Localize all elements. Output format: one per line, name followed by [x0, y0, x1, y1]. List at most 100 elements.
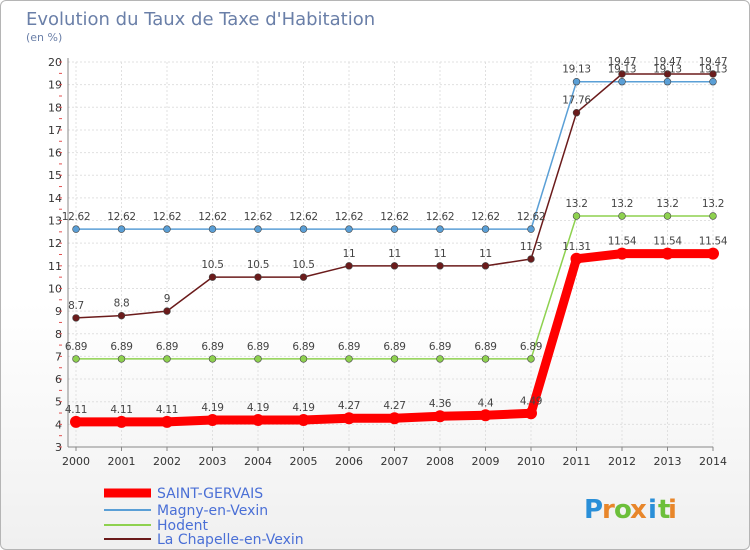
- data-point: [479, 409, 492, 422]
- data-label: 19.13: [699, 64, 728, 76]
- chart-title: Evolution du Taux de Taxe d'Habitation: [26, 9, 375, 30]
- data-point: [481, 355, 490, 363]
- logo-letter: o: [614, 495, 632, 525]
- data-label: 19.13: [562, 64, 591, 76]
- y-tick-label: 19: [48, 79, 62, 92]
- data-point: [663, 78, 672, 86]
- data-label: 6.89: [201, 341, 223, 353]
- data-label: 8.7: [68, 300, 84, 312]
- data-point: [299, 225, 308, 233]
- data-point: [254, 225, 262, 233]
- data-label: 11: [343, 248, 356, 260]
- data-point: [572, 109, 581, 117]
- data-label: 11.3: [520, 241, 542, 253]
- data-label: 13.2: [611, 198, 633, 210]
- logo-letter: P: [584, 495, 603, 525]
- data-label: 19.47: [699, 56, 728, 68]
- data-label: 13.2: [702, 198, 724, 210]
- chart-subtitle: (en %): [26, 31, 62, 44]
- data-label: 12.62: [198, 211, 227, 223]
- data-label: 11: [388, 248, 401, 260]
- data-label: 19.47: [608, 56, 637, 68]
- data-point: [163, 307, 171, 315]
- data-point: [163, 225, 171, 233]
- data-label: 10.5: [201, 259, 223, 271]
- data-label: 11.54: [608, 236, 637, 248]
- data-label: 11.31: [562, 241, 591, 253]
- data-point: [117, 311, 126, 320]
- data-label: 12.62: [471, 211, 500, 223]
- data-label: 6.89: [429, 341, 451, 353]
- data-label: 4.27: [338, 400, 360, 412]
- series-group: [70, 70, 719, 428]
- data-point: [254, 273, 262, 281]
- data-label: 6.89: [156, 341, 178, 353]
- data-point: [252, 414, 264, 427]
- data-point: [388, 412, 401, 425]
- data-label: 4.19: [247, 402, 269, 414]
- data-point: [709, 78, 717, 86]
- data-label: 6.89: [474, 341, 496, 353]
- logo-letter: i: [668, 495, 677, 525]
- data-label: 4.36: [429, 398, 452, 410]
- data-point: [206, 414, 219, 427]
- x-tick-label: 2013: [654, 455, 682, 468]
- data-point: [527, 355, 535, 363]
- data-point: [343, 412, 355, 425]
- data-label: 12.62: [517, 211, 546, 223]
- data-point: [72, 355, 80, 363]
- data-label: 9: [164, 293, 170, 305]
- y-tick-label: 12: [48, 237, 62, 250]
- data-point: [709, 212, 717, 220]
- data-label: 6.89: [520, 341, 542, 353]
- y-tick-label: 6: [55, 373, 62, 386]
- data-point: [163, 355, 171, 363]
- y-tick-label: 7: [55, 350, 62, 363]
- data-point: [117, 355, 126, 363]
- y-tick-label: 9: [55, 305, 62, 318]
- y-tick-label: 15: [48, 169, 62, 182]
- x-tick-label: 2010: [517, 455, 545, 468]
- data-label: 13.2: [565, 198, 587, 210]
- data-point: [390, 355, 399, 363]
- data-label: 6.89: [247, 341, 269, 353]
- data-point: [208, 355, 217, 363]
- logo-letter: r: [602, 495, 615, 525]
- data-label: 11: [434, 248, 447, 260]
- legend-label: SAINT-GERVAIS: [157, 486, 263, 502]
- x-tick-label: 2004: [244, 455, 272, 468]
- x-tick-label: 2002: [153, 455, 181, 468]
- logo-letter: i: [648, 495, 657, 525]
- y-tick-label: 16: [48, 147, 62, 160]
- y-tick-label: 10: [48, 282, 62, 295]
- data-point: [434, 410, 446, 423]
- data-point: [297, 414, 310, 427]
- data-point: [115, 415, 128, 428]
- data-label: 6.89: [292, 341, 314, 353]
- data-point: [345, 225, 353, 233]
- data-label: 12.62: [426, 211, 455, 223]
- data-point: [707, 247, 719, 260]
- axes: 3 4 5 6 7 8 9 10 11 12 13 14 15 16 17 18 19 20 2000 2001 200…: [48, 56, 727, 468]
- data-label: 12.62: [62, 211, 91, 223]
- data-label: 13.2: [656, 198, 678, 210]
- data-point: [299, 273, 308, 281]
- data-label: 4.19: [292, 402, 314, 414]
- data-label: 6.89: [110, 341, 132, 353]
- y-tick-label: 14: [48, 192, 62, 205]
- data-label: 4.11: [65, 404, 87, 416]
- logo-letter: x: [630, 495, 647, 525]
- data-label: 19.13: [608, 64, 637, 76]
- data-label: 12.62: [107, 211, 136, 223]
- data-point: [345, 355, 353, 363]
- data-point: [661, 247, 674, 260]
- x-tick-label: 2008: [426, 455, 454, 468]
- data-point: [481, 225, 490, 233]
- data-label: 12.62: [335, 211, 364, 223]
- data-point: [663, 70, 672, 78]
- data-point: [663, 212, 672, 220]
- y-tick-label: 17: [48, 124, 62, 137]
- data-label: 11.54: [653, 236, 682, 248]
